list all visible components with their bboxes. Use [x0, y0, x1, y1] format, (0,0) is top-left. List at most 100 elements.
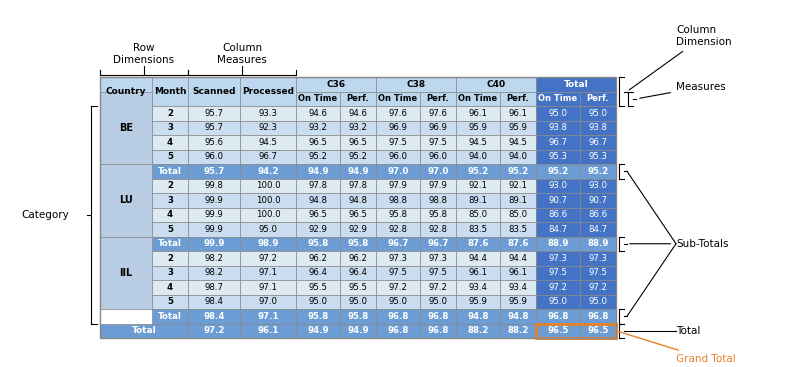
Bar [536, 106, 580, 120]
Bar [152, 178, 188, 193]
Text: 94.9: 94.9 [307, 326, 329, 335]
Text: 98.2: 98.2 [205, 268, 223, 277]
Text: 93.0: 93.0 [589, 181, 607, 190]
Bar [152, 280, 188, 294]
Bar [456, 120, 500, 135]
Text: 94.9: 94.9 [307, 167, 329, 176]
Bar [536, 135, 580, 149]
Bar [580, 91, 616, 106]
Bar [188, 236, 240, 251]
Bar [296, 207, 340, 222]
Text: 99.9: 99.9 [203, 239, 225, 248]
Text: 95.2: 95.2 [547, 167, 569, 176]
Text: 96.7: 96.7 [258, 152, 278, 161]
Text: 85.0: 85.0 [509, 210, 527, 219]
Bar [376, 106, 420, 120]
Text: 97.3: 97.3 [389, 254, 407, 263]
Bar [376, 280, 420, 294]
Bar [376, 91, 420, 106]
Bar [152, 106, 188, 120]
Bar [296, 323, 340, 338]
Bar [536, 265, 580, 280]
Text: 94.5: 94.5 [509, 138, 527, 147]
Bar [296, 135, 340, 149]
Bar [188, 106, 240, 120]
Text: 93.2: 93.2 [349, 123, 367, 132]
Bar [296, 77, 376, 91]
Text: 94.6: 94.6 [309, 109, 327, 118]
Bar [188, 193, 240, 207]
Bar [456, 280, 500, 294]
Text: 97.5: 97.5 [429, 138, 447, 147]
Text: 96.5: 96.5 [349, 210, 367, 219]
Bar [580, 178, 616, 193]
Text: 96.8: 96.8 [387, 326, 409, 335]
Text: Column
Dimension: Column Dimension [630, 25, 732, 90]
Bar [340, 178, 376, 193]
Text: 97.0: 97.0 [387, 167, 409, 176]
Bar [340, 294, 376, 309]
Text: 94.8: 94.8 [349, 196, 367, 205]
Bar [296, 106, 340, 120]
Text: 3: 3 [167, 268, 173, 277]
Text: 92.8: 92.8 [389, 225, 407, 234]
Bar [188, 164, 240, 178]
Bar [188, 222, 240, 236]
Bar [500, 265, 536, 280]
Bar [580, 193, 616, 207]
Text: 97.2: 97.2 [389, 283, 407, 292]
Bar [240, 251, 296, 265]
Bar [420, 280, 456, 294]
Text: 94.4: 94.4 [469, 254, 487, 263]
Text: 92.3: 92.3 [258, 123, 278, 132]
Text: 88.2: 88.2 [507, 326, 529, 335]
Text: 83.5: 83.5 [469, 225, 487, 234]
Bar [456, 193, 500, 207]
Bar [188, 120, 240, 135]
Text: C38: C38 [406, 80, 426, 89]
Text: Perf.: Perf. [426, 94, 450, 103]
Bar [100, 77, 152, 106]
Text: 4: 4 [167, 138, 173, 147]
Bar [296, 280, 340, 294]
Text: 95.0: 95.0 [429, 297, 447, 306]
Bar [376, 120, 420, 135]
Text: 96.7: 96.7 [427, 239, 449, 248]
Text: 97.8: 97.8 [309, 181, 327, 190]
Text: Total: Total [158, 167, 182, 176]
Text: C40: C40 [486, 80, 506, 89]
Text: 98.8: 98.8 [429, 196, 447, 205]
Bar [340, 280, 376, 294]
Text: 95.8: 95.8 [347, 312, 369, 321]
Bar [188, 323, 240, 338]
Bar [240, 106, 296, 120]
Bar [240, 323, 296, 338]
Bar [580, 164, 616, 178]
Bar [580, 265, 616, 280]
Bar [580, 323, 616, 338]
Text: IIL: IIL [119, 268, 133, 278]
Text: 96.8: 96.8 [427, 326, 449, 335]
Text: Sub-Totals: Sub-Totals [630, 239, 729, 249]
Text: 97.5: 97.5 [389, 138, 407, 147]
Text: 92.1: 92.1 [509, 181, 527, 190]
Bar [100, 91, 152, 164]
Bar [536, 120, 580, 135]
Text: Total: Total [158, 239, 182, 248]
Bar [580, 309, 616, 323]
Text: 96.1: 96.1 [509, 268, 527, 277]
Bar [152, 164, 188, 178]
Text: 98.4: 98.4 [203, 312, 225, 321]
Text: Grand Total: Grand Total [618, 331, 736, 364]
Bar [188, 207, 240, 222]
Bar [376, 251, 420, 265]
Text: Month: Month [154, 87, 186, 96]
Text: 97.2: 97.2 [258, 254, 278, 263]
Bar [536, 149, 580, 164]
Text: 96.8: 96.8 [387, 312, 409, 321]
Bar [536, 164, 580, 178]
Bar [340, 222, 376, 236]
Bar [500, 120, 536, 135]
Text: 95.2: 95.2 [467, 167, 489, 176]
Text: 97.0: 97.0 [427, 167, 449, 176]
